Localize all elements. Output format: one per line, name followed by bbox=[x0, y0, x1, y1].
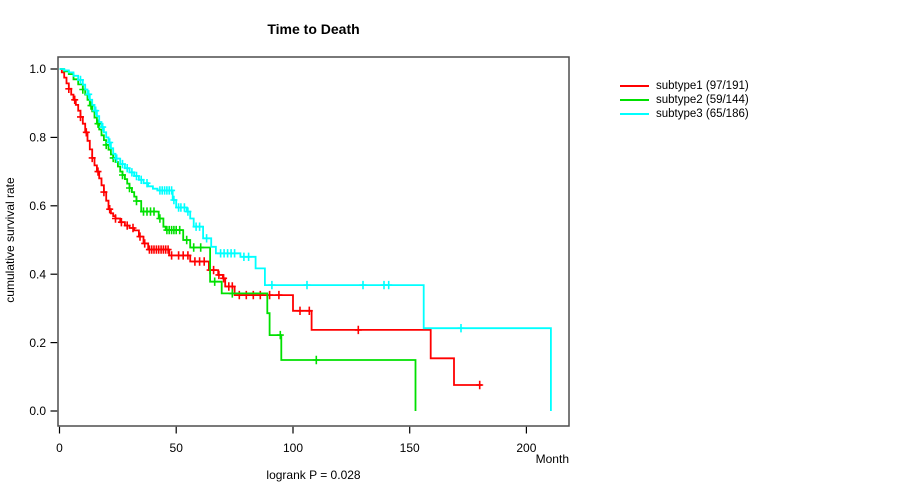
censor-mark-subtype3 bbox=[143, 179, 151, 188]
censor-mark-subtype1 bbox=[220, 274, 228, 283]
censor-mark-subtype3 bbox=[231, 249, 239, 258]
censor-mark-subtype1 bbox=[210, 265, 218, 275]
legend-item: subtype1 (97/191) bbox=[620, 79, 749, 93]
censor-mark-subtype1 bbox=[249, 290, 257, 300]
plot-box bbox=[57, 56, 570, 427]
legend-line-swatch bbox=[620, 85, 649, 87]
censor-mark-subtype1 bbox=[117, 218, 125, 227]
censor-mark-subtype1 bbox=[94, 167, 102, 176]
censor-mark-subtype3 bbox=[123, 164, 131, 173]
censor-mark-subtype2 bbox=[190, 243, 198, 252]
censor-mark-subtype2 bbox=[133, 196, 140, 206]
chart-title: Time to Death bbox=[267, 21, 360, 37]
x-tick-label: 50 bbox=[170, 441, 184, 455]
censor-mark-subtype1 bbox=[65, 84, 73, 93]
censor-mark-subtype2 bbox=[176, 225, 184, 235]
y-tick-label: 0.0 bbox=[29, 404, 46, 418]
y-tick-label: 0.4 bbox=[29, 267, 46, 281]
y-tick-label: 0.2 bbox=[29, 336, 46, 350]
censor-mark-subtype3 bbox=[170, 195, 178, 205]
censor-mark-subtype1 bbox=[100, 187, 108, 197]
censor-mark-subtype1 bbox=[164, 245, 172, 254]
censor-mark-subtype3 bbox=[168, 186, 176, 195]
censor-mark-subtype1 bbox=[305, 306, 313, 315]
censor-mark-subtype1 bbox=[275, 290, 283, 300]
censor-mark-subtype1 bbox=[168, 251, 176, 260]
x-tick-label: 150 bbox=[400, 441, 420, 455]
censor-mark-subtype3 bbox=[184, 207, 192, 216]
censor-mark-subtype1 bbox=[235, 290, 243, 300]
censor-mark-subtype1 bbox=[200, 257, 208, 266]
censor-mark-subtype1 bbox=[129, 223, 137, 233]
censor-mark-subtype1 bbox=[184, 251, 192, 260]
censor-mark-subtype1 bbox=[354, 325, 362, 335]
censor-mark-subtype3 bbox=[137, 175, 145, 184]
censor-mark-subtype3 bbox=[128, 168, 136, 177]
y-axis-label: cumulative survival rate bbox=[3, 177, 17, 303]
x-tick-label: 100 bbox=[283, 441, 303, 455]
censor-mark-subtype2 bbox=[126, 183, 133, 193]
censor-mark-subtype1 bbox=[256, 290, 264, 300]
censor-mark-subtype1 bbox=[476, 380, 484, 390]
censor-mark-subtype1 bbox=[215, 270, 223, 280]
legend-label: subtype2 (59/144) bbox=[656, 94, 749, 106]
censor-mark-subtype1 bbox=[242, 290, 250, 300]
survival-curve-subtype2 bbox=[59, 68, 417, 411]
x-axis-label: Month bbox=[535, 452, 569, 466]
y-tick-label: 1.0 bbox=[29, 62, 46, 76]
censor-mark-subtype3 bbox=[203, 234, 211, 243]
censor-mark-subtype1 bbox=[136, 232, 144, 241]
censor-mark-subtype1 bbox=[82, 128, 90, 137]
censor-mark-subtype2 bbox=[228, 289, 236, 298]
censor-mark-subtype1 bbox=[71, 95, 79, 104]
censor-mark-subtype3 bbox=[99, 122, 107, 132]
y-tick-label: 0.6 bbox=[29, 199, 46, 213]
censor-mark-subtype3 bbox=[106, 138, 114, 147]
censor-mark-subtype2 bbox=[211, 277, 219, 286]
legend-label: subtype3 (65/186) bbox=[656, 108, 749, 120]
censor-mark-subtype3 bbox=[245, 252, 253, 261]
censor-mark-subtype3 bbox=[113, 154, 121, 163]
censor-mark-subtype3 bbox=[133, 171, 140, 181]
censor-mark-subtype3 bbox=[85, 90, 93, 99]
censor-mark-subtype2 bbox=[312, 355, 320, 365]
censor-mark-subtype1 bbox=[112, 214, 119, 223]
legend-line-swatch bbox=[620, 113, 649, 115]
logrank-annotation: logrank P = 0.028 bbox=[266, 468, 361, 482]
censor-mark-subtype3 bbox=[196, 222, 204, 231]
censor-mark-subtype3 bbox=[92, 106, 100, 115]
censor-mark-subtype2 bbox=[119, 170, 126, 180]
x-tick-label: 200 bbox=[516, 441, 536, 455]
censor-mark-subtype3 bbox=[77, 75, 84, 85]
legend-item: subtype3 (65/186) bbox=[620, 107, 749, 121]
censor-mark-subtype1 bbox=[106, 205, 114, 214]
censor-mark-subtype1 bbox=[123, 221, 131, 230]
censor-mark-subtype1 bbox=[141, 239, 149, 248]
censor-mark-subtype2 bbox=[94, 119, 102, 128]
censor-mark-subtype2 bbox=[276, 330, 284, 340]
censor-mark-subtype3 bbox=[303, 280, 311, 290]
censor-mark-subtype1 bbox=[88, 153, 96, 163]
legend-item: subtype2 (59/144) bbox=[620, 93, 749, 107]
x-tick-label: 0 bbox=[56, 441, 63, 455]
censor-mark-subtype3 bbox=[457, 324, 465, 333]
censor-mark-subtype2 bbox=[150, 207, 158, 216]
censor-mark-subtype3 bbox=[119, 159, 126, 169]
censor-mark-subtype3 bbox=[180, 203, 188, 212]
censor-mark-subtype3 bbox=[268, 280, 276, 290]
censor-mark-subtype3 bbox=[385, 280, 393, 290]
legend-line-swatch bbox=[620, 99, 649, 101]
censor-mark-subtype2 bbox=[156, 214, 164, 223]
y-tick-label: 0.8 bbox=[29, 131, 46, 145]
censor-mark-subtype2 bbox=[197, 243, 205, 252]
censor-mark-subtype1 bbox=[77, 112, 84, 122]
censor-mark-subtype1 bbox=[296, 306, 304, 315]
legend: subtype1 (97/191) subtype2 (59/144) subt… bbox=[620, 79, 749, 121]
legend-label: subtype1 (97/191) bbox=[656, 80, 749, 92]
censor-mark-subtype2 bbox=[183, 235, 191, 245]
survival-curve-subtype1 bbox=[59, 68, 482, 386]
censor-mark-subtype3 bbox=[359, 280, 367, 290]
